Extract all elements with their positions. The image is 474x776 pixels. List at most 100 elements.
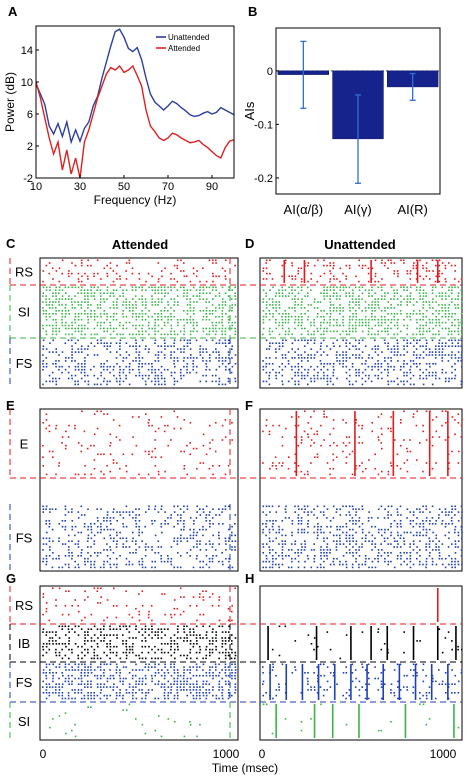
spike-mark [454,270,456,272]
spike-mark [438,345,440,347]
spike-mark [42,631,44,633]
spike-mark [183,669,185,671]
spike-mark [380,262,383,264]
spike-mark [435,377,437,380]
spike-mark [179,508,182,510]
spike-mark [364,669,367,671]
spike-mark [129,552,131,554]
spike-mark [301,374,303,377]
spike-mark [336,324,338,327]
spike-mark [100,342,102,344]
spike-mark [400,514,402,516]
spike-mark [147,666,150,668]
spike-mark [42,422,45,424]
spike-mark [444,672,447,674]
spike-mark [163,286,166,289]
spike-mark [323,531,325,534]
spike-mark [367,330,370,333]
spike-mark [154,456,157,458]
spike-mark [138,324,141,327]
spike-mark [218,674,220,677]
spike-mark [157,301,160,303]
spike-mark [316,505,319,508]
spike-mark [297,528,300,531]
spike-mark [164,289,166,291]
spike-mark [435,264,437,267]
spike-mark [329,298,331,300]
spike-mark [294,380,296,383]
spike-mark [278,307,281,309]
spike-mark [131,289,134,291]
spike-mark [438,514,440,516]
spike-mark [444,439,447,441]
spike-mark [177,674,179,677]
spike-mark [291,560,293,563]
spike-mark [170,345,172,347]
spike-mark [179,613,182,616]
spike-mark [208,683,211,685]
spike-mark [380,648,383,651]
spike-mark [291,289,293,291]
spike-mark [361,286,364,289]
spike-mark [419,275,421,278]
spike-mark [450,354,453,356]
spike-mark [196,324,198,327]
spike-mark [221,310,224,312]
spike-mark [275,374,277,377]
spike-mark [387,473,390,476]
spike-mark [173,697,176,700]
spike-mark [454,540,457,542]
spike-mark [406,459,409,461]
spike-mark [141,330,144,333]
spike-mark [115,289,118,291]
spike-mark [109,307,112,309]
spike-mark [345,531,348,534]
spike-mark [71,689,74,691]
spike-mark [45,651,48,654]
spike-mark [355,304,357,306]
spike-mark [189,537,192,540]
spike-mark [129,345,131,347]
spike-mark [126,648,128,651]
spike-mark [45,286,48,289]
spike-mark [294,640,297,642]
spike-mark [419,333,421,336]
spike-mark [358,689,361,691]
spike-mark [335,310,338,312]
spike-mark [163,357,166,359]
spike-mark [432,531,434,534]
spike-mark [183,672,185,674]
spike-mark [326,525,328,528]
spike-mark [99,292,102,294]
spike-mark [402,365,405,368]
spike-mark [55,689,57,691]
spike-mark [435,680,437,683]
spike-mark [425,531,428,534]
spike-mark [435,275,438,278]
spike-mark [320,377,322,380]
spike-mark [354,345,357,347]
spike-mark [298,520,300,522]
spike-mark [179,537,182,540]
spike-mark [64,543,67,545]
spike-mark [332,459,335,461]
spike-mark [447,360,450,362]
spike-mark [212,508,214,510]
spike-mark [145,549,147,551]
spike-mark [138,278,141,280]
spike-mark [300,307,303,309]
spike-mark [438,555,441,557]
spike-mark [322,694,325,697]
spike-mark [141,339,144,342]
spike-mark [460,380,463,383]
spike-mark [221,267,224,270]
spike-mark [84,663,86,666]
spike-mark [441,286,444,289]
spike-mark [297,549,299,551]
spike-mark [438,339,441,342]
spike-mark [454,552,457,554]
spike-mark [310,549,313,551]
spike-mark [265,534,267,537]
spike-mark [174,365,176,368]
spike-mark [313,557,315,560]
